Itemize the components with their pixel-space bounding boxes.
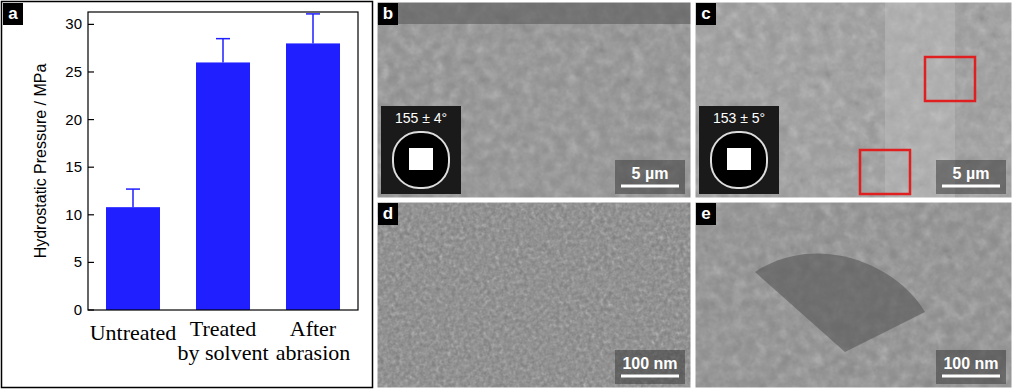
scale-bar-label: 100 nm: [943, 355, 998, 372]
droplet-highlight: [727, 148, 751, 170]
plot-frame: [88, 12, 358, 310]
label-line: abrasion: [276, 340, 351, 365]
error-stem: [132, 189, 134, 207]
sem-texture: [377, 2, 691, 198]
panel-letter: c: [701, 4, 710, 23]
panel-letter: d: [383, 204, 393, 223]
panel-letter: a: [8, 4, 18, 23]
panel-letter-box: [378, 203, 398, 225]
contact-angle: 153 ± 5°: [713, 110, 765, 126]
x-tick-label: Untreated: [90, 320, 177, 345]
sem-texture: [377, 202, 691, 388]
scale-bar: [621, 185, 679, 188]
error-stem: [222, 39, 224, 63]
scale-bar-patch: [615, 350, 685, 384]
sem-border: [695, 2, 1012, 198]
x-tick-label: Treatedby solvent: [177, 316, 268, 365]
bar: [196, 62, 250, 310]
scale-bar-label: 5 µm: [632, 165, 669, 182]
sem-background: [377, 2, 691, 198]
bar: [106, 207, 160, 310]
error-cap: [126, 188, 140, 190]
sem-background: [695, 202, 1012, 388]
panel-letter-box: [696, 203, 716, 225]
sem-image: [695, 2, 1012, 198]
scale-bar: [942, 375, 1000, 378]
droplet-highlight: [409, 148, 433, 170]
sem-image: [377, 2, 691, 198]
scale-bar: [621, 375, 679, 378]
sem-texture: [695, 2, 1012, 198]
highlight-box: [860, 150, 910, 194]
y-tick: [88, 24, 94, 25]
y-tick-label: 20: [65, 111, 82, 128]
bars: [106, 14, 340, 310]
y-tick-label: 25: [65, 63, 82, 80]
error-stem: [312, 14, 314, 44]
droplet-inset: [381, 106, 461, 194]
label-line: Treated: [190, 316, 256, 341]
sem-border: [695, 202, 1012, 388]
y-tick-label: 15: [65, 158, 82, 175]
y-tick: [88, 309, 94, 310]
contact-angle: 155 ± 4°: [395, 110, 447, 126]
scale-bar-label: 5 µm: [953, 165, 990, 182]
sem-edge: [377, 2, 691, 24]
sem-feature: [755, 253, 925, 352]
scale-bar-patch: [936, 350, 1006, 384]
bar: [286, 43, 340, 310]
y-axis-title: Hydrostatic Pressure / MPa: [32, 64, 49, 259]
droplet-inset: [699, 106, 779, 194]
sem-image: [377, 202, 691, 388]
panel-letter-box: [378, 3, 398, 25]
scale-bar-label: 100 nm: [622, 355, 677, 372]
sem-background: [695, 2, 1012, 198]
y-tick: [88, 119, 94, 120]
highlight-box: [925, 57, 975, 101]
droplet: [393, 132, 449, 188]
error-cap: [306, 13, 320, 15]
sem-border: [377, 2, 691, 198]
sem-image: [695, 202, 1012, 388]
scale-bar-patch: [936, 160, 1006, 194]
scale-bar: [942, 185, 1000, 188]
x-tick-label: Afterabrasion: [276, 316, 351, 365]
panel-letter: e: [701, 204, 710, 223]
sem-border: [377, 202, 691, 388]
y-tick-label: 30: [65, 15, 82, 32]
panel-letter: b: [383, 4, 393, 23]
y-tick: [88, 262, 94, 263]
y-tick-label: 5: [74, 253, 82, 270]
error-bar: [126, 189, 140, 207]
label-line: by solvent: [177, 340, 268, 365]
y-tick-label: 10: [65, 206, 82, 223]
droplet: [711, 132, 767, 188]
error-cap: [216, 38, 230, 40]
label-line: After: [290, 316, 337, 341]
y-tick-label: 0: [74, 301, 82, 318]
panel-letter-box: [696, 3, 716, 25]
error-bar: [216, 39, 230, 63]
sem-texture: [695, 202, 1012, 388]
panel-border: [2, 2, 373, 388]
error-bar: [306, 14, 320, 44]
sem-background: [377, 202, 691, 388]
figure: 0 5 10 15 20 25 30 Hydrostatic Pressure / MPa Un…: [0, 0, 1014, 390]
y-tick: [88, 214, 94, 215]
scale-bar-patch: [615, 160, 685, 194]
y-tick: [88, 167, 94, 168]
panel-letter-box: [3, 3, 23, 25]
y-tick: [88, 71, 94, 72]
